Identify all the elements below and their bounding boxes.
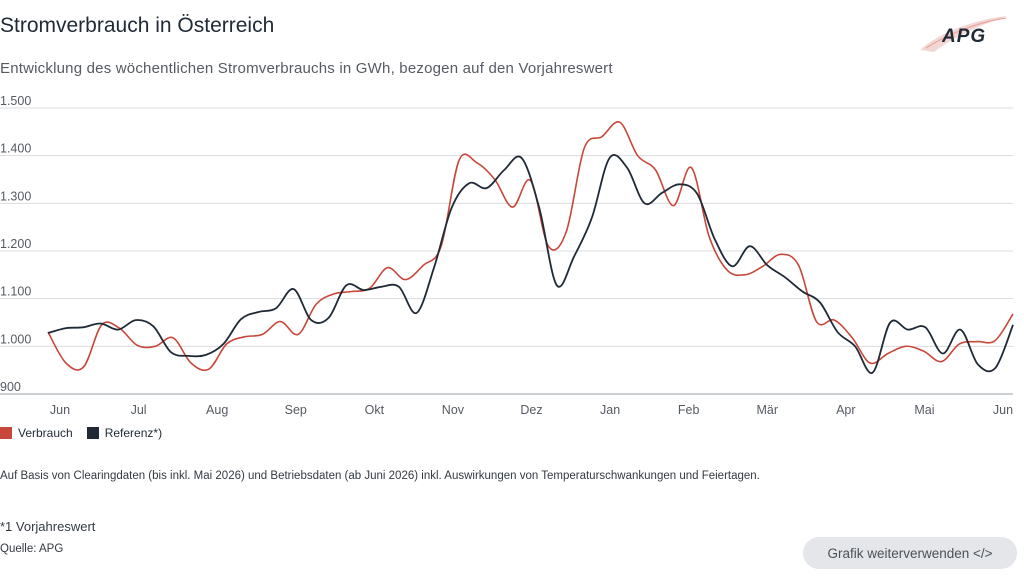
legend-label-referenz: Referenz*)	[104, 426, 163, 440]
legend-item-referenz[interactable]: Referenz*)	[86, 426, 163, 440]
x-tick-label: Jun	[50, 403, 70, 417]
y-axis: 900 1.000 1.100 1.200 1.300 1.400 1.500	[0, 94, 31, 394]
x-tick-label: Nov	[442, 403, 465, 417]
series-line-verbrauch[interactable]	[47, 121, 1014, 372]
y-tick-label: 1.300	[0, 189, 31, 203]
y-tick-label: 1.000	[0, 332, 31, 346]
chart-subtitle: Entwicklung des wöchentlichen Stromverbr…	[0, 60, 613, 77]
reuse-graphic-button[interactable]: Grafik weiterverwenden </>	[803, 537, 1017, 569]
x-tick-label: Jan	[600, 403, 620, 417]
chart-series	[47, 121, 1014, 374]
apg-logo[interactable]: APG	[912, 10, 1012, 56]
series-line-referenz[interactable]	[47, 154, 1014, 374]
y-tick-label: 1.100	[0, 285, 31, 299]
x-tick-label: Dez	[520, 403, 542, 417]
chart-grid	[0, 107, 1013, 395]
legend-label-verbrauch: Verbrauch	[18, 426, 73, 440]
legend-swatch-verbrauch	[0, 427, 12, 439]
x-tick-label: Jul	[131, 403, 147, 417]
x-tick-label: Apr	[836, 403, 855, 417]
chart-title: Stromverbrauch in Österreich	[0, 14, 275, 37]
y-tick-label: 1.500	[0, 94, 31, 108]
chart-footnote: *1 Vorjahreswert	[0, 519, 96, 534]
chart-note: Auf Basis von Clearingdaten (bis inkl. M…	[0, 470, 760, 482]
line-chart: 900 1.000 1.100 1.200 1.300 1.400 1.500 Jun Jul…	[0, 94, 1014, 417]
x-tick-label: Feb	[678, 403, 700, 417]
y-tick-label: 900	[0, 380, 21, 394]
x-tick-label: Jun	[993, 403, 1013, 417]
x-axis: Jun Jul Aug Sep Okt Nov Dez Jan Feb Mär Apr Mai Jun	[50, 403, 1013, 417]
x-tick-label: Okt	[365, 403, 385, 417]
legend-item-verbrauch[interactable]: Verbrauch	[0, 426, 73, 440]
x-tick-label: Mär	[756, 403, 778, 417]
logo-text: APG	[941, 26, 986, 47]
logo-swoosh-icon	[920, 16, 1008, 52]
chart-source: Quelle: APG	[0, 543, 64, 555]
x-tick-label: Mai	[914, 403, 934, 417]
x-tick-label: Sep	[285, 403, 307, 417]
y-tick-label: 1.200	[0, 237, 31, 251]
x-tick-label: Aug	[206, 403, 228, 417]
chart-legend: Verbrauch Referenz*)	[0, 426, 162, 440]
logo-swoosh-line-icon	[925, 17, 1007, 49]
legend-swatch-referenz	[86, 427, 99, 439]
y-tick-label: 1.400	[0, 142, 31, 156]
